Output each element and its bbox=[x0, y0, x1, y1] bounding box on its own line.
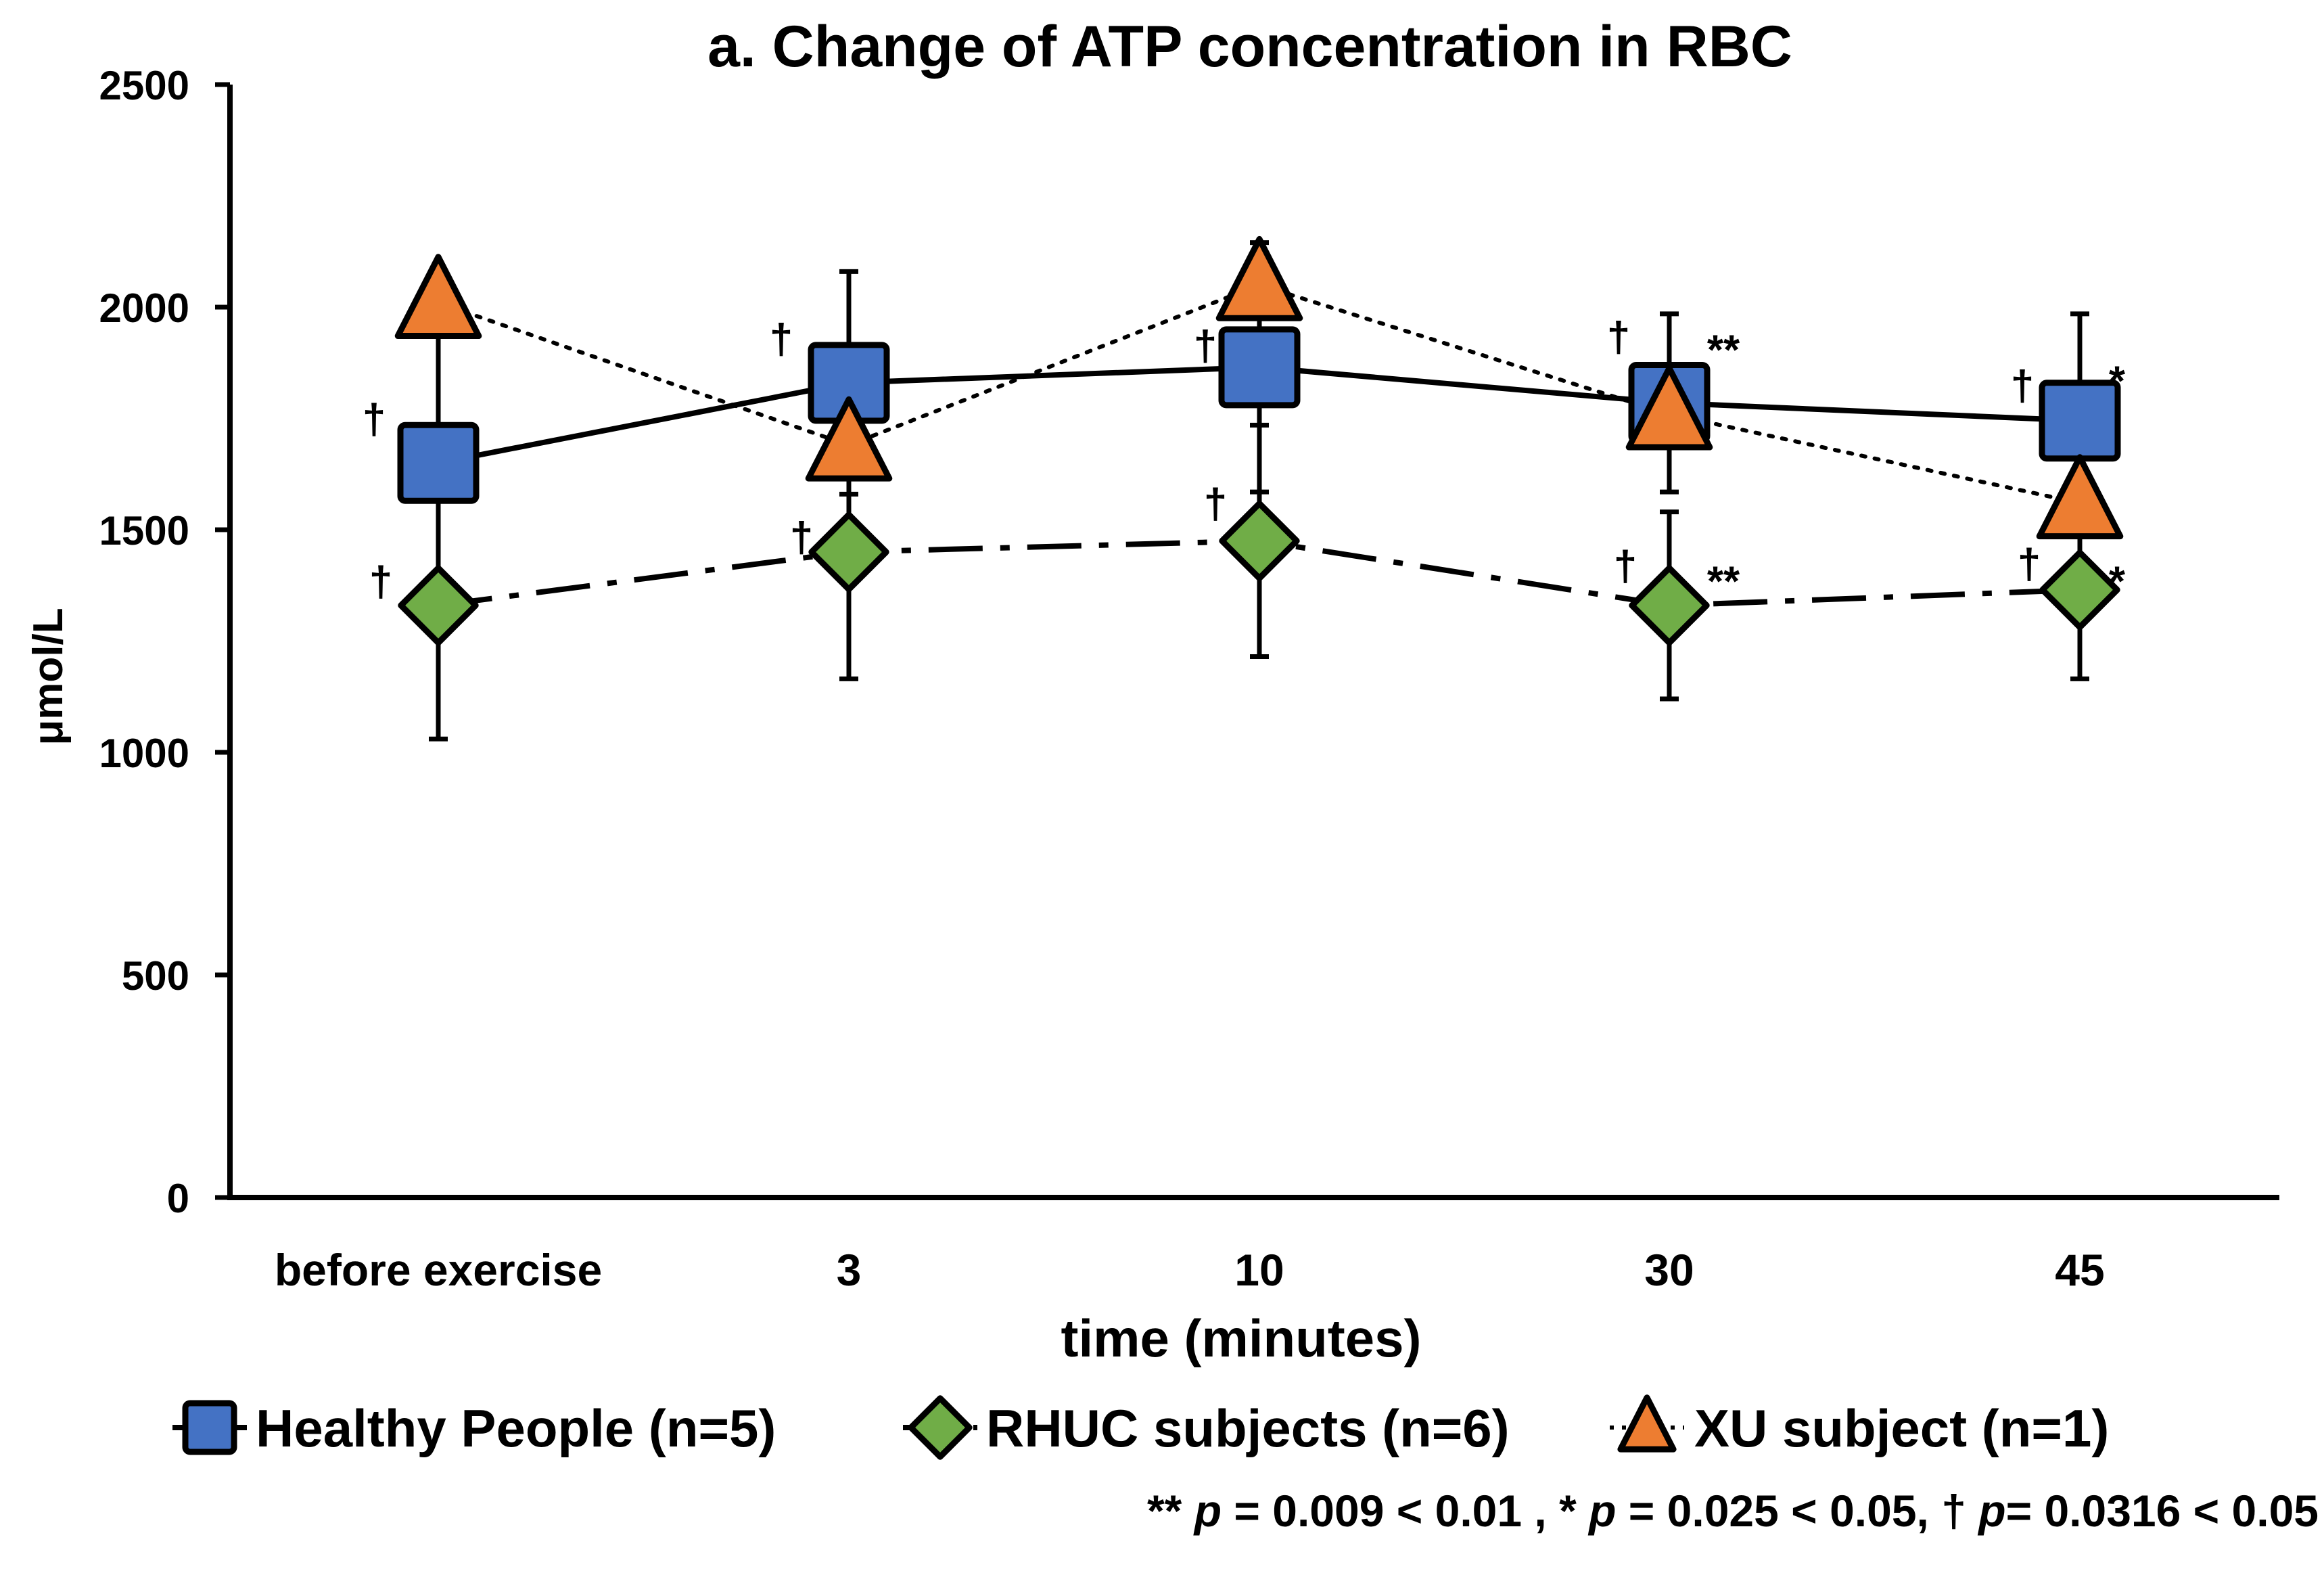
legend-label: XU subject (n=1) bbox=[1694, 1398, 2109, 1458]
legend: Healthy People (n=5) RHUC subjects (n=6) X… bbox=[172, 1394, 2109, 1460]
significance-mark: † bbox=[1607, 314, 1630, 361]
significance-mark: * bbox=[2109, 359, 2126, 405]
significance-mark: † bbox=[369, 559, 392, 606]
legend-label: RHUC subjects (n=6) bbox=[986, 1398, 1510, 1458]
legend-marker-square bbox=[182, 1400, 237, 1455]
x-tick-label: 45 bbox=[2055, 1245, 2104, 1295]
data-point-square bbox=[1218, 326, 1301, 409]
x-tick-label: before exercise bbox=[275, 1245, 602, 1295]
data-point-diamond bbox=[1219, 500, 1300, 582]
significance-mark: † bbox=[1614, 543, 1637, 590]
data-point-triangle bbox=[805, 396, 893, 482]
significance-mark: † bbox=[1194, 323, 1217, 369]
x-tick-label: 30 bbox=[1644, 1245, 1694, 1295]
significance-mark: * bbox=[2109, 559, 2126, 606]
significance-mark: † bbox=[770, 316, 793, 363]
significance-mark: † bbox=[2018, 541, 2041, 587]
significance-mark: ** bbox=[1707, 327, 1740, 374]
y-tick-label: 500 bbox=[122, 953, 189, 999]
data-point-square bbox=[397, 421, 480, 504]
significance-mark: † bbox=[790, 514, 813, 561]
axes: 0 500 1000 1500 2000 2500 before exercise 3 10 30… bbox=[99, 63, 2279, 1295]
significance-mark: † bbox=[363, 396, 386, 443]
y-tick-label: 1500 bbox=[99, 508, 189, 553]
data-point-diamond bbox=[1629, 565, 1710, 646]
significance-mark: † bbox=[2011, 363, 2034, 409]
chart-title: a. Change of ATP concentration in RBC bbox=[707, 14, 1792, 79]
data-point-triangle bbox=[2036, 454, 2124, 540]
data-point-triangle bbox=[1625, 365, 1713, 451]
series-markers bbox=[394, 235, 2124, 646]
data-point-diamond bbox=[808, 511, 889, 593]
significance-annotations: † † † † † † † ** † ** † * † * bbox=[363, 314, 2126, 606]
y-tick-label: 2000 bbox=[99, 286, 189, 331]
data-point-triangle bbox=[394, 254, 482, 340]
data-point-triangle bbox=[1215, 235, 1303, 321]
x-tick-label: 10 bbox=[1234, 1245, 1284, 1295]
data-point-diamond bbox=[398, 565, 479, 646]
x-tick-label: 3 bbox=[837, 1245, 862, 1295]
y-tick-label: 1000 bbox=[99, 731, 189, 776]
data-point-square bbox=[2039, 380, 2121, 462]
significance-mark: ** bbox=[1707, 559, 1740, 606]
y-tick-label: 2500 bbox=[99, 63, 189, 108]
y-tick-label: 0 bbox=[167, 1176, 189, 1221]
data-point-diamond bbox=[2039, 549, 2120, 631]
x-axis-label: time (minutes) bbox=[1061, 1308, 1421, 1368]
y-axis-label: μmol/L bbox=[25, 608, 72, 745]
legend-label: Healthy People (n=5) bbox=[256, 1398, 776, 1458]
significance-footnote: ** p = 0.009 < 0.01 , * p = 0.025 < 0.05… bbox=[1147, 1486, 2319, 1536]
legend-marker-diamond bbox=[908, 1395, 973, 1460]
legend-marker-triangle bbox=[1617, 1394, 1677, 1453]
significance-mark: † bbox=[1204, 481, 1227, 528]
series-line-triangle bbox=[436, 282, 2082, 505]
